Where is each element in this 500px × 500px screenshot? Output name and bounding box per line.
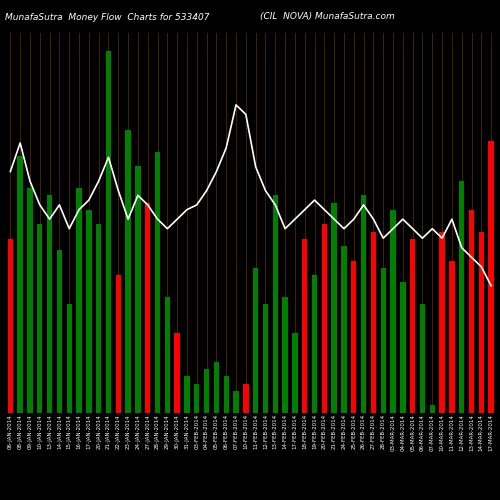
Bar [126,130,131,412]
Bar [351,260,356,412]
Bar [96,224,102,412]
Bar [66,304,72,412]
Bar [272,196,278,412]
Bar [322,224,327,412]
Bar [194,384,200,412]
Bar [469,210,474,412]
Text: (CIL  NOVA) MunafaSutra.com: (CIL NOVA) MunafaSutra.com [260,12,395,22]
Bar [342,246,346,412]
Bar [263,304,268,412]
Bar [282,296,288,412]
Bar [400,282,406,412]
Bar [370,232,376,412]
Bar [449,260,454,412]
Bar [18,156,23,412]
Bar [390,210,396,412]
Bar [37,224,43,412]
Bar [214,362,219,412]
Bar [155,152,160,412]
Bar [478,232,484,412]
Bar [253,268,258,412]
Bar [332,202,337,412]
Bar [47,196,52,412]
Bar [76,188,82,412]
Bar [145,202,150,412]
Bar [292,333,298,412]
Bar [204,369,210,412]
Bar [28,188,32,412]
Bar [106,50,111,412]
Bar [224,376,229,412]
Bar [440,232,445,412]
Bar [8,239,13,412]
Bar [312,275,317,412]
Bar [380,268,386,412]
Bar [243,384,248,412]
Bar [361,196,366,412]
Text: MunafaSutra  Money Flow  Charts for 533407: MunafaSutra Money Flow Charts for 533407 [5,12,210,22]
Bar [184,376,190,412]
Bar [234,391,238,412]
Bar [116,275,121,412]
Bar [410,239,416,412]
Bar [430,406,435,412]
Bar [135,166,140,412]
Bar [86,210,92,412]
Bar [488,141,494,412]
Bar [164,296,170,412]
Bar [56,250,62,412]
Bar [302,239,308,412]
Bar [420,304,425,412]
Bar [174,333,180,412]
Bar [459,181,464,412]
